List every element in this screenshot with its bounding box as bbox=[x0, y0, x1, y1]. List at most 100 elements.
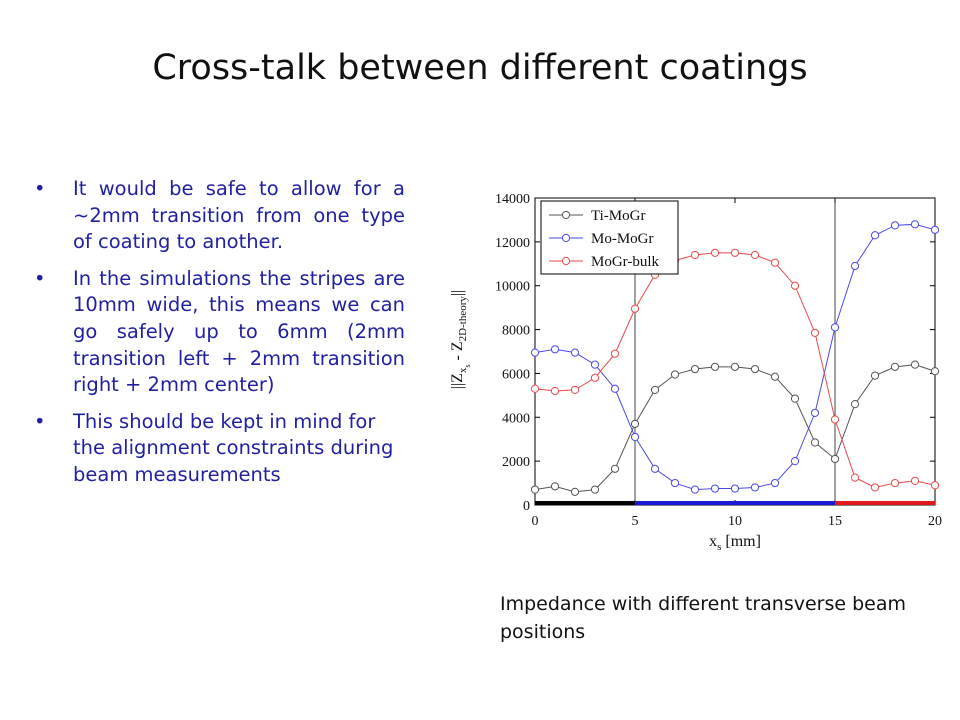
data-point bbox=[690, 364, 700, 374]
data-point bbox=[610, 384, 620, 393]
y-tick-label: 4000 bbox=[502, 411, 530, 426]
data-point bbox=[830, 454, 840, 464]
data-point bbox=[590, 373, 600, 382]
series-line bbox=[534, 364, 936, 493]
data-point bbox=[930, 225, 940, 234]
data-point bbox=[710, 484, 720, 493]
data-point bbox=[550, 345, 560, 354]
data-point bbox=[810, 328, 820, 337]
data-point bbox=[930, 481, 940, 490]
data-point bbox=[630, 304, 640, 313]
legend: Ti-MoGr Mo-MoGr MoGr-bulk bbox=[540, 200, 679, 275]
data-point bbox=[530, 348, 540, 357]
bullet-glyph: • bbox=[34, 177, 46, 200]
bullet-glyph: • bbox=[34, 409, 46, 433]
y-tick-label: 12000 bbox=[495, 236, 530, 251]
x-tick-label: 20 bbox=[928, 514, 942, 529]
data-point bbox=[730, 484, 740, 493]
data-point bbox=[830, 323, 840, 332]
data-point bbox=[590, 485, 600, 494]
data-point bbox=[650, 385, 660, 394]
x-tick-label: 5 bbox=[632, 514, 639, 529]
data-point bbox=[910, 476, 920, 485]
bullet-item: • This should be kept in mind for the al… bbox=[34, 409, 405, 489]
data-point bbox=[530, 485, 540, 494]
impedance-chart: 0 2000 4000 6000 8000 10000 12000 14000 0 5 10 15 20… bbox=[440, 178, 960, 568]
data-point bbox=[930, 367, 940, 376]
x-axis-label: xs [mm] bbox=[709, 533, 761, 553]
bullet-text: It would be safe to allow for a ~2mm tra… bbox=[73, 177, 405, 254]
y-tick-label: 8000 bbox=[502, 324, 530, 339]
data-point bbox=[770, 372, 780, 381]
data-point bbox=[570, 487, 580, 496]
bullet-item: • It would be safe to allow for a ~2mm t… bbox=[34, 176, 405, 256]
data-point bbox=[610, 464, 620, 473]
data-point bbox=[790, 457, 800, 466]
chart-caption: Impedance with different transverse beam… bbox=[500, 593, 906, 643]
data-point bbox=[730, 248, 740, 257]
data-point bbox=[670, 370, 680, 379]
data-point bbox=[610, 349, 620, 358]
data-point bbox=[650, 464, 660, 473]
data-point bbox=[690, 485, 700, 494]
data-point bbox=[710, 362, 720, 371]
bullet-text: In the simulations the stripes are 10mm … bbox=[73, 266, 405, 397]
data-point bbox=[770, 258, 780, 267]
bullet-glyph: • bbox=[34, 266, 46, 290]
y-tick-label: 6000 bbox=[502, 367, 530, 382]
data-point bbox=[810, 438, 820, 447]
data-point bbox=[850, 400, 860, 409]
bullet-item: • In the simulations the stripes are 10m… bbox=[34, 266, 405, 399]
data-point bbox=[570, 348, 580, 357]
data-point bbox=[890, 362, 900, 371]
y-tick-label: 14000 bbox=[495, 192, 530, 207]
data-point bbox=[530, 384, 540, 393]
y-tick-label: 0 bbox=[523, 499, 530, 514]
data-point bbox=[630, 432, 640, 442]
data-point bbox=[750, 250, 760, 260]
data-point bbox=[710, 248, 720, 257]
data-point bbox=[730, 362, 740, 371]
data-point bbox=[870, 231, 880, 240]
data-point bbox=[670, 478, 680, 488]
data-point bbox=[850, 473, 860, 482]
y-axis-label: ||Zxs - Z2D-theory|| bbox=[449, 290, 472, 390]
y-tick-label: 2000 bbox=[502, 455, 530, 470]
data-point bbox=[910, 220, 920, 229]
data-point bbox=[550, 482, 560, 491]
slide-title: Cross-talk between different coatings bbox=[152, 48, 808, 88]
data-point bbox=[810, 408, 820, 417]
legend-label: MoGr-bulk bbox=[591, 254, 660, 270]
data-point bbox=[870, 371, 880, 380]
data-point bbox=[690, 250, 700, 260]
data-point bbox=[830, 415, 840, 424]
legend-label: Mo-MoGr bbox=[591, 231, 654, 247]
data-point bbox=[770, 478, 780, 488]
data-point bbox=[630, 419, 640, 428]
data-point bbox=[890, 478, 900, 488]
data-point bbox=[850, 261, 860, 271]
series-ti-mogr bbox=[530, 360, 940, 496]
legend-swatch-marker bbox=[561, 233, 571, 243]
data-point bbox=[590, 360, 600, 369]
data-point bbox=[550, 386, 560, 396]
bullet-list: • It would be safe to allow for a ~2mm t… bbox=[34, 176, 405, 499]
series-mo-mogr bbox=[530, 220, 940, 494]
x-tick-label: 10 bbox=[728, 514, 742, 529]
data-point bbox=[570, 385, 580, 394]
data-point bbox=[790, 394, 800, 403]
data-point bbox=[750, 364, 760, 374]
y-tick-label: 10000 bbox=[495, 280, 530, 295]
bullet-text: This should be kept in mind for the alig… bbox=[73, 409, 394, 486]
x-tick-label: 15 bbox=[828, 514, 842, 529]
data-point bbox=[750, 483, 760, 492]
series-mogr-bulk bbox=[530, 248, 940, 492]
legend-swatch-marker bbox=[561, 210, 571, 220]
legend-label: Ti-MoGr bbox=[591, 208, 645, 224]
data-point bbox=[790, 281, 800, 290]
data-point bbox=[870, 483, 880, 492]
x-tick-label: 0 bbox=[532, 514, 539, 529]
data-point bbox=[910, 360, 920, 369]
chart-svg: 0 2000 4000 6000 8000 10000 12000 14000 0 5 10 15 20… bbox=[449, 192, 942, 553]
data-point bbox=[890, 221, 900, 230]
